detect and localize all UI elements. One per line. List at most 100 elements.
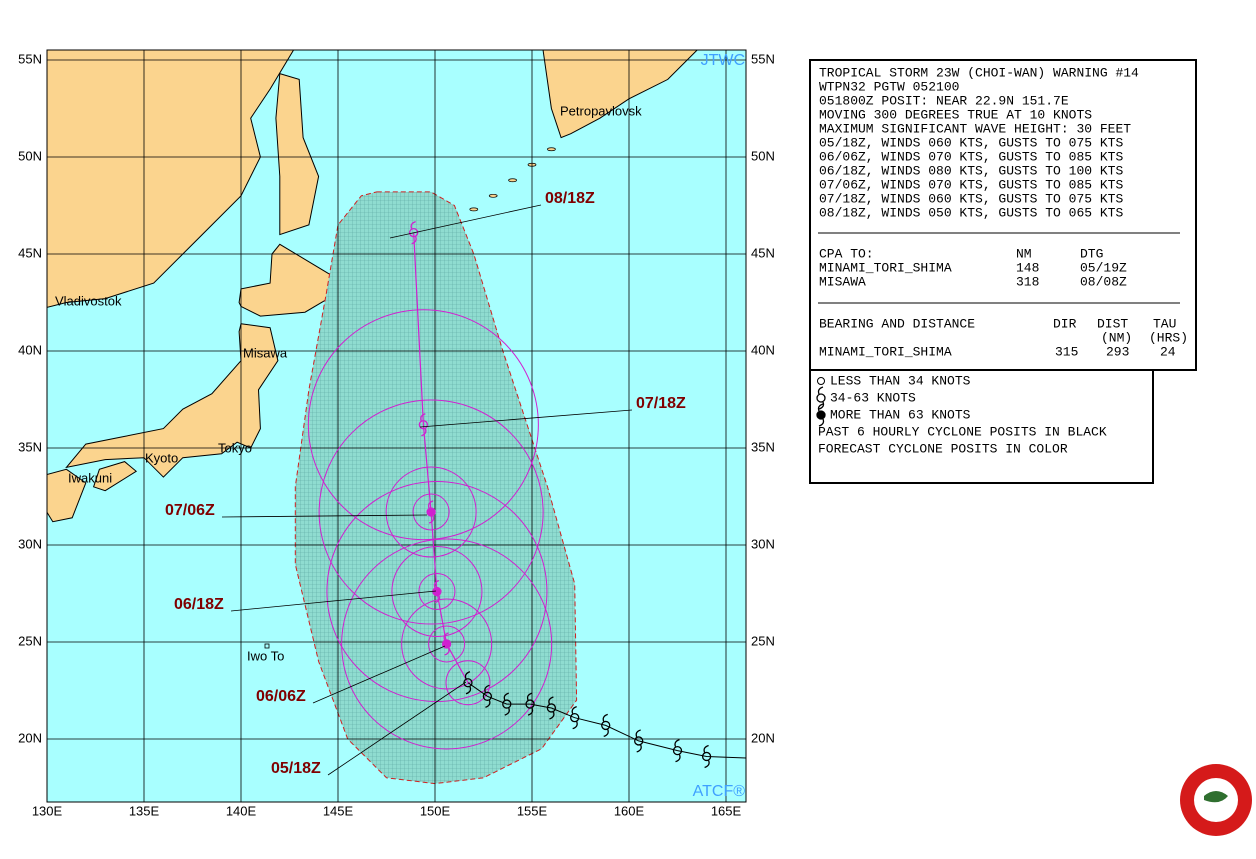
warning-line: TROPICAL STORM 23W (CHOI-WAN) WARNING #1… bbox=[819, 65, 1139, 80]
forecast-label: 07/18Z bbox=[636, 395, 686, 412]
storm-symbol bbox=[482, 691, 493, 701]
storm-symbol bbox=[701, 751, 712, 762]
wind-radius bbox=[418, 573, 456, 611]
storm-symbol bbox=[502, 699, 512, 709]
warning-box bbox=[809, 59, 1197, 371]
land bbox=[275, 72, 320, 236]
lat-label: 50N bbox=[751, 148, 775, 163]
land bbox=[47, 468, 87, 523]
label-leader bbox=[327, 681, 467, 776]
storm-symbol bbox=[409, 228, 419, 238]
wind-radius bbox=[341, 538, 553, 750]
storm-symbol-arm bbox=[703, 744, 710, 769]
storm-symbol-arm bbox=[464, 671, 472, 695]
bearing-unit: (HRS) bbox=[1149, 330, 1188, 345]
warning-line: 07/06Z, WINDS 070 KTS, GUSTS TO 085 KTS bbox=[819, 177, 1123, 192]
lon-label: 150E bbox=[420, 803, 451, 818]
land bbox=[47, 50, 295, 308]
cpa-header: NM bbox=[1016, 246, 1032, 261]
warning-line: MAXIMUM SIGNIFICANT WAVE HEIGHT: 30 FEET bbox=[819, 121, 1131, 136]
lat-label: 20N bbox=[18, 730, 42, 745]
forecast-label: 06/18Z bbox=[174, 596, 224, 613]
cpa-header: CPA TO: bbox=[819, 246, 874, 261]
storm-symbol-arm bbox=[571, 706, 578, 730]
storm-symbol-arm bbox=[674, 739, 681, 763]
storm-symbol bbox=[816, 410, 826, 420]
land bbox=[92, 461, 138, 492]
storm-symbol-arm bbox=[427, 500, 435, 524]
lon-label: 160E bbox=[614, 803, 645, 818]
forecast-label: 05/18Z bbox=[271, 760, 321, 777]
lon-label: 155E bbox=[517, 803, 548, 818]
lat-label: 30N bbox=[751, 536, 775, 551]
storm-symbol-arm bbox=[526, 692, 534, 716]
lat-label: 35N bbox=[18, 439, 42, 454]
lat-label: 35N bbox=[751, 439, 775, 454]
lat-label: 40N bbox=[18, 342, 42, 357]
city-label: Iwo To bbox=[247, 648, 284, 663]
lon-label: 140E bbox=[226, 803, 257, 818]
island bbox=[469, 207, 479, 212]
legend-box bbox=[809, 369, 1154, 484]
land bbox=[542, 50, 698, 139]
storm-symbol-arm bbox=[433, 579, 441, 604]
storm-symbol-arm bbox=[635, 729, 642, 753]
storm-symbol-arm bbox=[420, 413, 427, 437]
warning-line: MOVING 300 DEGREES TRUE AT 10 KNOTS bbox=[819, 107, 1092, 122]
lat-label: 25N bbox=[751, 633, 775, 648]
storm-symbol bbox=[672, 745, 683, 756]
logo bbox=[1180, 764, 1252, 836]
legend-symbol bbox=[817, 377, 825, 385]
bearing-cell: 24 bbox=[1160, 344, 1176, 359]
lat-label: 25N bbox=[18, 633, 42, 648]
forecast-label: 08/18Z bbox=[545, 190, 595, 207]
island bbox=[547, 147, 556, 152]
land bbox=[238, 243, 349, 317]
warning-line: 07/18Z, WINDS 060 KTS, GUSTS TO 075 KTS bbox=[819, 191, 1123, 206]
label-leader bbox=[312, 645, 446, 704]
cpa-cell: MINAMI_TORI_SHIMA bbox=[819, 260, 952, 275]
storm-symbol-arm bbox=[548, 696, 555, 720]
legend-line: FORECAST CYCLONE POSITS IN COLOR bbox=[818, 441, 1068, 456]
warning-line: 06/06Z, WINDS 070 KTS, GUSTS TO 085 KTS bbox=[819, 149, 1123, 164]
lat-label: 50N bbox=[18, 148, 42, 163]
lat-label: 30N bbox=[18, 536, 42, 551]
lon-label: 130E bbox=[32, 803, 63, 818]
storm-symbol-arm bbox=[602, 713, 609, 738]
cpa-cell: 318 bbox=[1016, 274, 1039, 289]
cpa-cell: MISAWA bbox=[819, 274, 866, 289]
city-label: Petropavlovsk bbox=[560, 103, 642, 118]
bearing-cell: MINAMI_TORI_SHIMA bbox=[819, 344, 952, 359]
island bbox=[488, 193, 498, 198]
storm-symbol-arm bbox=[410, 221, 417, 245]
storm-symbol-arm bbox=[503, 692, 510, 716]
bearing-cell: 315 bbox=[1055, 344, 1078, 359]
warning-line: 051800Z POSIT: NEAR 22.9N 151.7E bbox=[819, 93, 1069, 108]
storm-symbol bbox=[525, 699, 535, 709]
lon-label: 135E bbox=[129, 803, 160, 818]
wind-radius bbox=[318, 399, 544, 625]
bearing-header: BEARING AND DISTANCE bbox=[819, 316, 975, 331]
forecast-label: 06/06Z bbox=[256, 688, 306, 705]
wind-radius bbox=[385, 466, 477, 558]
warning-line: 05/18Z, WINDS 060 KTS, GUSTS TO 075 KTS bbox=[819, 135, 1123, 150]
storm-symbol bbox=[418, 420, 429, 430]
lon-label: 165E bbox=[711, 803, 742, 818]
legend-line: PAST 6 HOURLY CYCLONE POSITS IN BLACK bbox=[818, 424, 1107, 439]
bearing-header: DIST bbox=[1097, 316, 1128, 331]
lat-label: 20N bbox=[751, 730, 775, 745]
forecast-label: 07/06Z bbox=[165, 502, 215, 519]
island bbox=[508, 178, 517, 183]
bearing-unit: (NM) bbox=[1101, 330, 1132, 345]
lon-label: 145E bbox=[323, 803, 354, 818]
legend-line: LESS THAN 34 KNOTS bbox=[830, 373, 971, 388]
storm-symbol bbox=[601, 720, 611, 731]
label-leader bbox=[230, 590, 437, 612]
legend-line: MORE THAN 63 KNOTS bbox=[830, 407, 971, 422]
bearing-header: TAU bbox=[1153, 316, 1176, 331]
wind-radius bbox=[391, 546, 483, 638]
system-label: ATCF® bbox=[693, 783, 746, 800]
legend-line: 34-63 KNOTS bbox=[830, 390, 916, 405]
storm-symbol-arm bbox=[817, 403, 825, 427]
